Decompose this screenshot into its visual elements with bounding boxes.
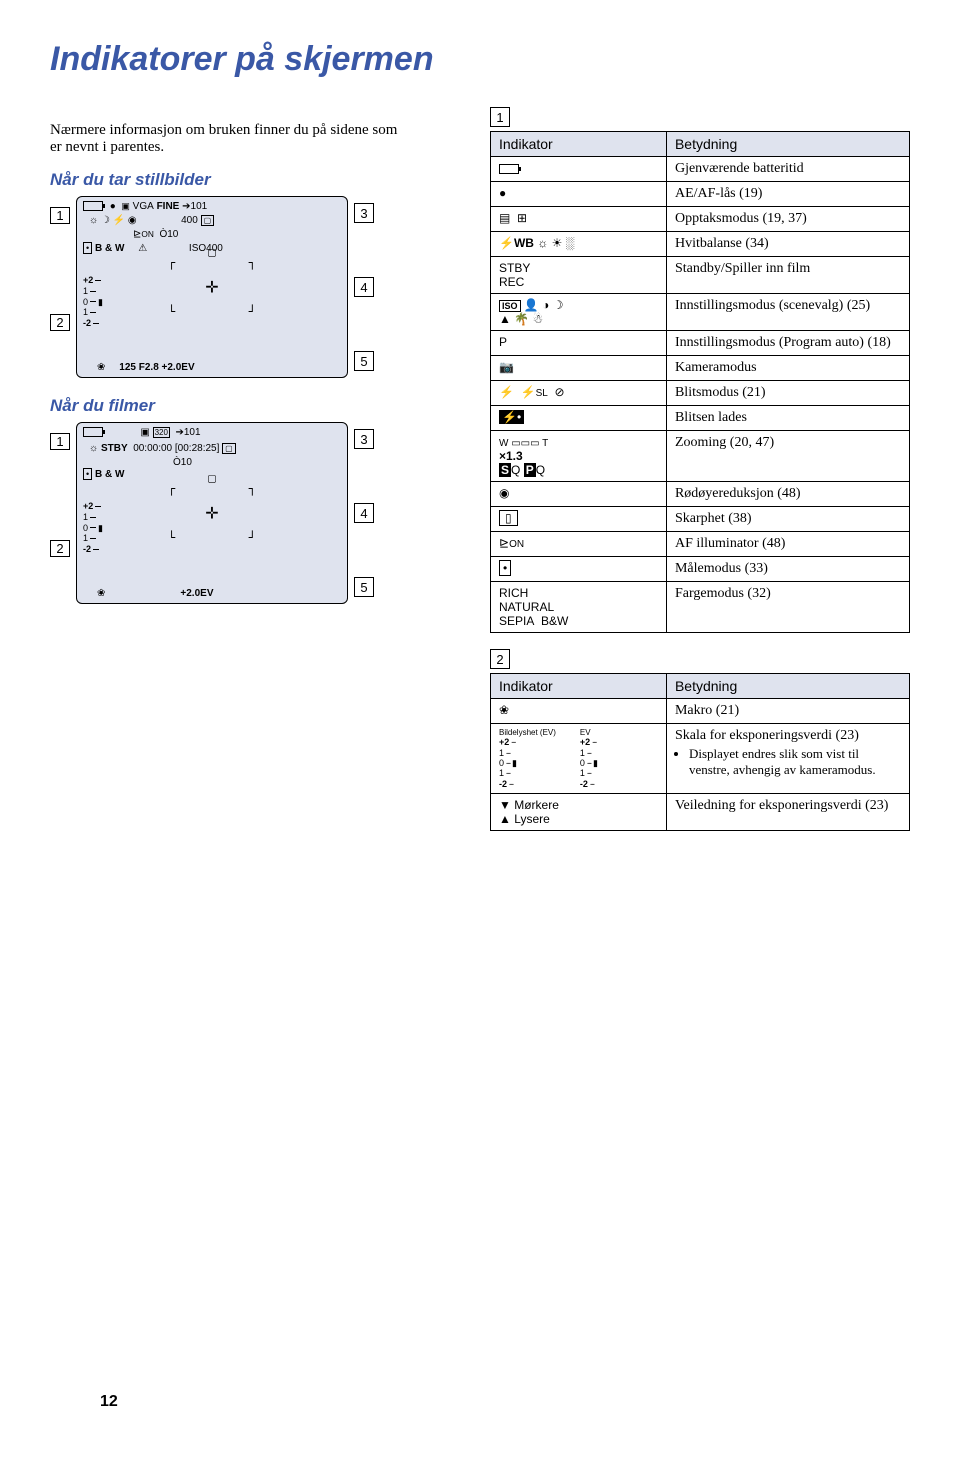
t1-h1: Indikator (491, 132, 667, 157)
zoom-icon: W ▭▭▭ T ×1.3 SQ PQ (491, 431, 667, 482)
callout-1b: 1 (50, 433, 70, 450)
battery-icon (499, 164, 519, 174)
t1-r6: Innstillingsmodus (Program auto) (18) (666, 331, 909, 356)
t1-r11: Rødøyereduksjon (48) (666, 482, 909, 507)
darker-lighter-icon: ▼ Mørkere▲ Lysere (491, 793, 667, 830)
lcd-stills: ● ▣ VGA FINE ➔101 ☼ ☽ ⚡ ◉ 400 ▢ ⊵ON Ò10 … (76, 196, 348, 378)
page-title: Indikatorer på skjermen (50, 40, 910, 79)
p-icon: P (491, 331, 667, 356)
t1-r15: Fargemodus (32) (666, 582, 909, 633)
lcd-movie: ▣ 320 ➔101 ☼ STBY 00:00:00 [00:28:25] ▢ … (76, 422, 348, 604)
t1-r14: Målemodus (33) (666, 557, 909, 582)
af-illum-icon: ⊵ON (491, 532, 667, 557)
t2-h2: Betydning (666, 674, 909, 699)
t1-r10: Zooming (20, 47) (666, 431, 909, 482)
ev-scale-icon: Bildelyshet (EV) +2-- 1-- 0--▮ 1-- -2-- … (491, 724, 667, 794)
callout-4b: 4 (354, 503, 374, 523)
stby-rec-icon: STBYREC (491, 257, 667, 294)
t2-r0: Makro (21) (666, 699, 909, 724)
callout-3: 3 (354, 203, 374, 223)
section-1: 1 (490, 107, 510, 127)
subhead-stills: Når du tar stillbilder (50, 170, 450, 190)
flash-charge-icon: ⚡• (491, 406, 667, 431)
t1-r4: Standby/Spiller inn film (666, 257, 909, 294)
t2-h1: Indikator (491, 674, 667, 699)
burst-icon: ▤ ⊞ (491, 207, 667, 232)
lcd-stills-wrap: 1 2 ● ▣ VGA FINE ➔101 ☼ ☽ ⚡ ◉ 400 ▢ ⊵ON … (50, 196, 450, 378)
t1-r2: Opptaksmodus (19, 37) (666, 207, 909, 232)
lcd-movie-wrap: 1 2 ▣ 320 ➔101 ☼ STBY 00:00:00 [00:28:25… (50, 422, 450, 604)
callout-5b: 5 (354, 577, 374, 597)
t2-r1: Skala for eksponeringsverdi (23) Display… (666, 724, 909, 794)
intro-text: Nærmere informasjon om bruken finner du … (50, 122, 410, 156)
ae-lock-icon: ● (491, 182, 667, 207)
meter-icon: • (491, 557, 667, 582)
macro-icon: ❀ (491, 699, 667, 724)
page-number: 12 (100, 1393, 118, 1411)
t1-h2: Betydning (666, 132, 909, 157)
section-2: 2 (490, 649, 510, 669)
t1-r5: Innstillingsmodus (scenevalg) (25) (666, 294, 909, 331)
t1-r7: Kameramodus (666, 356, 909, 381)
callout-5: 5 (354, 351, 374, 371)
callout-1: 1 (50, 207, 70, 224)
callout-3b: 3 (354, 429, 374, 449)
camera-icon: 📷 (491, 356, 667, 381)
t1-r8: Blitsmodus (21) (666, 381, 909, 406)
table-1: Indikator Betydning Gjenværende batterit… (490, 131, 910, 633)
t1-r9: Blitsen lades (666, 406, 909, 431)
t1-r1: AE/AF-lås (19) (666, 182, 909, 207)
flash-icons: ⚡ ⚡SL ⊘ (491, 381, 667, 406)
callout-2b: 2 (50, 540, 70, 557)
sharp-icon: ▯ (491, 507, 667, 532)
wb-icon: ⚡WB ☼ ☀ ░ (491, 232, 667, 257)
scene-icons: ISO 👤 ◑ ☽▲ 🌴 ☃ (491, 294, 667, 331)
t1-r12: Skarphet (38) (666, 507, 909, 532)
color-icon: RICHNATURALSEPIA B&W (491, 582, 667, 633)
t1-r3: Hvitbalanse (34) (666, 232, 909, 257)
callout-4: 4 (354, 277, 374, 297)
t1-r13: AF illuminator (48) (666, 532, 909, 557)
callout-2: 2 (50, 314, 70, 331)
t1-r0: Gjenværende batteritid (666, 157, 909, 182)
redeye-icon: ◉ (491, 482, 667, 507)
table-2: Indikator Betydning ❀Makro (21) Bildelys… (490, 673, 910, 831)
subhead-movie: Når du filmer (50, 396, 450, 416)
t2-r2: Veiledning for eksponeringsverdi (23) (666, 793, 909, 830)
